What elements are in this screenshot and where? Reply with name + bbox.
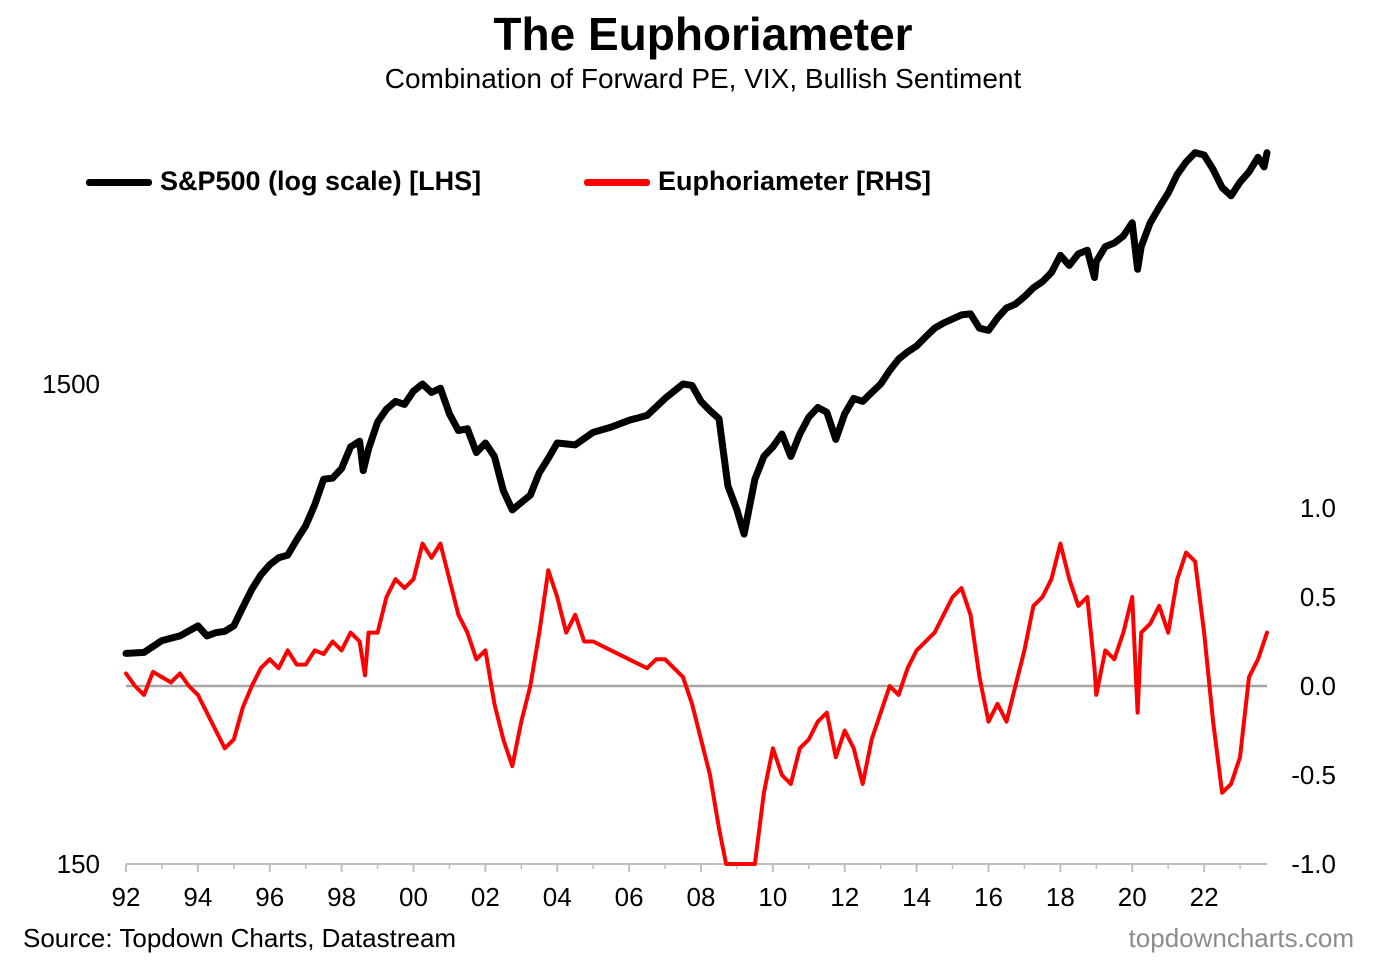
right-axis-tick-label: 1.0	[1300, 493, 1336, 523]
right-axis-tick-label: -1.0	[1291, 849, 1336, 879]
chart-title: The Euphoriameter	[493, 8, 913, 60]
x-tick-label: 04	[543, 882, 572, 912]
right-axis-tick-label: 0.0	[1300, 671, 1336, 701]
right-axis-tick-label: 0.5	[1300, 582, 1336, 612]
x-tick-label: 14	[902, 882, 931, 912]
x-tick-label: 12	[830, 882, 859, 912]
x-tick-label: 18	[1046, 882, 1075, 912]
legend-label-sp500: S&P500 (log scale) [LHS]	[160, 166, 482, 196]
x-tick-label: 08	[687, 882, 716, 912]
axes-layer: 92 94 96 98 00 02 04 06 08 10 12 14 16 18 20 22 150 1500 -…	[42, 369, 1336, 912]
left-axis-tick-label: 150	[57, 849, 100, 879]
x-tick-label: 06	[615, 882, 644, 912]
x-tick-label: 10	[758, 882, 787, 912]
x-tick-label: 20	[1118, 882, 1147, 912]
series-line-euphoriameter	[124, 541, 1269, 866]
legend-label-euphoriameter: Euphoriameter [RHS]	[658, 166, 932, 196]
x-tick-label: 92	[112, 882, 141, 912]
right-axis-tick-label: -0.5	[1291, 760, 1336, 790]
chart-subtitle: Combination of Forward PE, VIX, Bullish …	[384, 63, 1022, 94]
x-tick-label: 22	[1190, 882, 1219, 912]
legend-swatch-sp500	[86, 179, 152, 186]
x-tick-label: 00	[399, 882, 428, 912]
x-tick-label: 98	[327, 882, 356, 912]
x-tick-label: 96	[255, 882, 284, 912]
x-tick-label: 16	[974, 882, 1003, 912]
x-tick-label: 94	[183, 882, 212, 912]
x-tick-label: 02	[471, 882, 500, 912]
series-line-sp500	[122, 149, 1271, 657]
left-axis-tick-label: 1500	[42, 369, 100, 399]
source-note: Source: Topdown Charts, Datastream	[23, 923, 457, 953]
series-layer	[122, 149, 1271, 866]
legend-swatch-euphoriameter	[584, 179, 650, 186]
watermark: topdowncharts.com	[1128, 923, 1354, 953]
